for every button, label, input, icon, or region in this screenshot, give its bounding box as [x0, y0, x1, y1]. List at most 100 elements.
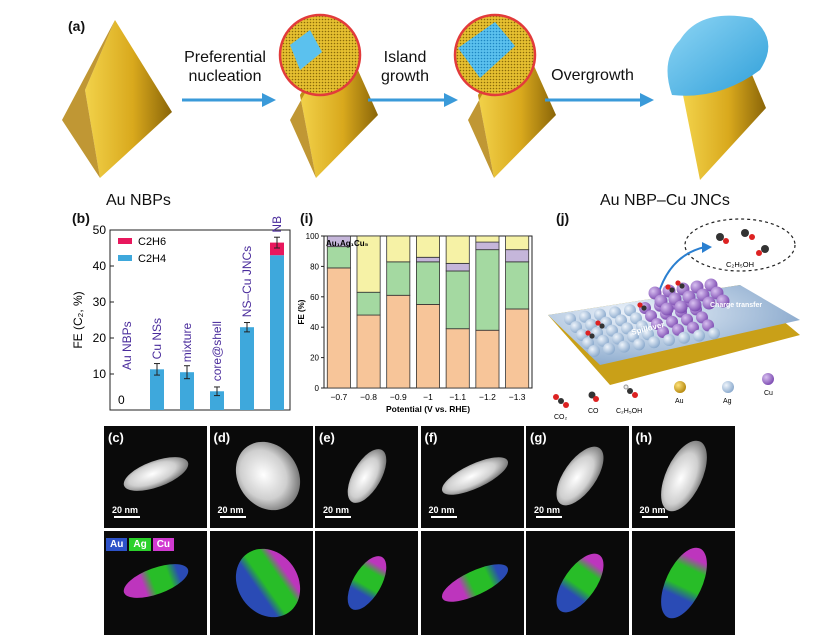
stacked-segment — [356, 314, 381, 389]
au-nbps-label: Au NBPs — [106, 192, 171, 209]
category-label: Cu NSs — [150, 318, 164, 359]
eds-map-panel — [315, 531, 418, 635]
y-tick-label: 40 — [93, 259, 107, 273]
category-label: NBP–Cu JNCs — [270, 215, 284, 233]
scale-bar-label: 20 nm — [639, 505, 666, 515]
eds-map-panel — [420, 531, 524, 635]
error-bar — [214, 386, 220, 397]
step-preferential-nucleation: Preferential nucleation — [184, 49, 266, 85]
stacked-segment — [416, 304, 440, 389]
stacked-segment — [505, 308, 530, 389]
y-tick-label-i: 20 — [310, 354, 319, 363]
bar-c2h4 — [180, 372, 194, 410]
category-label: NS–Cu JNCs — [240, 246, 254, 317]
scale-bar-label: 20 nm — [217, 505, 244, 515]
y-tick-label: 20 — [93, 331, 107, 345]
stacked-segment — [416, 256, 440, 263]
haadf-image-panel: (g) 20 nm — [526, 426, 629, 528]
em-panel-label: (c) — [108, 430, 124, 445]
haadf-image-panel: (c) 20 nm — [104, 426, 207, 528]
svg-text:C2H6: C2H6 — [138, 236, 166, 248]
scale-bar-label: 20 nm — [428, 505, 455, 515]
error-bar — [154, 363, 160, 376]
stacked-segment — [416, 235, 440, 258]
svg-text:CO₂: CO₂ — [554, 414, 568, 421]
error-bar — [244, 322, 250, 333]
y-tick-label: 10 — [93, 367, 107, 381]
eds-map-panel — [209, 531, 313, 635]
plot-frame — [109, 229, 291, 411]
x-axis-label-i: Potential (V vs. RHE) — [386, 404, 470, 414]
em-panel-label: (e) — [319, 430, 335, 445]
y-axis-label-i: FE (%) — [297, 299, 306, 324]
x-tick-label-i: −0.9 — [390, 392, 407, 402]
particle-shape — [441, 457, 508, 495]
charge-transfer-label: Charge transfer — [710, 302, 762, 309]
au-nbp-cu-jncs-label: Au NBP–Cu JNCs — [600, 192, 730, 209]
stacked-segment — [505, 261, 530, 310]
stacked-segment — [445, 262, 470, 272]
particle-shape — [556, 446, 604, 506]
stacked-segment — [475, 329, 500, 389]
svg-text:Au: Au — [675, 398, 684, 405]
stacked-segment — [505, 249, 530, 263]
stacked-segment — [505, 235, 530, 251]
scale-bar — [536, 516, 562, 518]
panel-a-label: (a) — [68, 18, 86, 34]
x-tick-label-i: −1 — [423, 392, 433, 402]
svg-text:C2H4: C2H4 — [138, 253, 166, 265]
scale-bar — [114, 516, 140, 518]
haadf-image-panel: (e) 20 nm — [315, 426, 418, 528]
svg-text:Ag: Ag — [723, 398, 732, 405]
legend-b: C2H6 C2H4 — [118, 236, 166, 265]
bar-c2h4 — [270, 255, 284, 410]
stacked-segment — [326, 235, 351, 248]
x-tick-label-i: −0.7 — [330, 392, 347, 402]
eds-particle — [556, 553, 604, 613]
au-nbp-crystal — [62, 20, 172, 178]
y-tick-label: 50 — [93, 223, 107, 237]
panel-i-stacked-bar-chart: 0 20 40 60 80 100 −0.7 −0.8 −0.9 −1 −1.1 −1.2 −1.3 Au… — [297, 232, 533, 414]
stacked-segment — [386, 235, 411, 263]
panel-a-schematic — [62, 13, 769, 180]
bar-c2h4 — [210, 391, 224, 410]
element-chip: Cu — [152, 538, 175, 551]
panel-j-legend: CO₂ CO C₂H₅OH Au Ag Cu — [553, 373, 774, 421]
scale-bar — [641, 516, 668, 518]
bar-c2h4 — [150, 369, 164, 410]
em-panel-label: (g) — [530, 430, 547, 445]
x-tick-label-i: −1.2 — [479, 392, 496, 402]
scale-bar-label: 20 nm — [323, 505, 350, 515]
stacked-segment — [356, 291, 381, 316]
scale-bar — [219, 516, 246, 518]
panel-b-label: (b) — [72, 210, 90, 226]
bar-c2h4 — [240, 327, 254, 410]
scale-bar-label: 20 nm — [534, 505, 561, 515]
category-label: Au NBPs — [120, 321, 134, 370]
particle-shape — [347, 449, 387, 503]
em-panel-label: (f) — [424, 430, 438, 445]
x-tick-label-i: −0.8 — [360, 392, 377, 402]
category-label: core@shell — [210, 321, 224, 381]
stacked-segment — [386, 261, 411, 296]
haadf-image-panel: (h) 20 nm — [631, 426, 735, 528]
stacked-segment — [326, 246, 351, 269]
au-nbp-cu-jnc — [667, 15, 769, 180]
panel-b-bar-chart: 10 20 30 40 50 0 FE (C₂, %) Au NBPs Cu NSs mixtur… — [71, 215, 291, 411]
stacked-segment — [475, 235, 500, 243]
eds-map-panel: Au Ag Cu — [104, 531, 207, 635]
scale-bar — [430, 516, 457, 518]
scale-bar-label: 20 nm — [112, 505, 139, 515]
scale-bar — [325, 516, 351, 518]
element-chip: Ag — [129, 538, 151, 551]
chart-i-title: Au₁Ag₁Cu₅ — [326, 239, 369, 248]
eds-map-panel — [631, 531, 735, 635]
element-chip: Au — [106, 538, 128, 551]
svg-text:CO: CO — [588, 408, 599, 415]
svg-text:Cu: Cu — [764, 390, 773, 397]
bar-c2h6 — [270, 242, 284, 256]
stacked-segment — [445, 328, 470, 389]
haadf-image-panel: (d) 20 nm — [209, 426, 313, 528]
x-tick-label-i: −1.1 — [449, 392, 466, 402]
haadf-image-panel: (f) 20 nm — [420, 426, 524, 528]
